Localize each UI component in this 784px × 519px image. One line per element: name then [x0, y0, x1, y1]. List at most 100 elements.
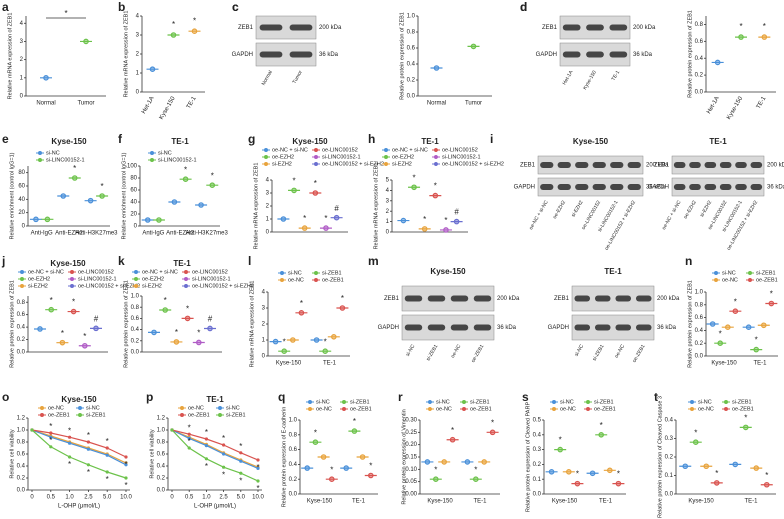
y-axis-label: Relative protein expression of ZEB1 [687, 10, 693, 98]
annotation: * [49, 422, 52, 431]
blot-band [427, 324, 446, 331]
blot-band [289, 24, 313, 31]
legend-symbol [182, 277, 190, 281]
annotation: * [188, 423, 191, 432]
y-axis-label: Relative enrichment (control IgG=1) [121, 152, 127, 239]
y-tick-label: 0.8 [17, 300, 26, 306]
band-size: 200 kDa [319, 25, 342, 31]
blot-band [450, 295, 469, 302]
y-tick-label: 60 [18, 184, 25, 190]
dot-mark [330, 214, 343, 221]
dot-mark [159, 307, 172, 313]
blot-band [427, 295, 446, 302]
annotation: * [239, 476, 242, 485]
legend-label: si-LINC00152-1 [46, 157, 85, 163]
line-point [68, 435, 72, 439]
annotation: * [719, 329, 722, 338]
dot-mark [45, 306, 58, 313]
annotation: * [694, 428, 697, 437]
y-tick-label: 80 [18, 170, 25, 176]
legend-label: si-ZEB1 [756, 270, 776, 276]
legend-label: oe-EZH2 [392, 154, 414, 160]
y-tick-label: 0.0 [665, 492, 674, 498]
y-tick-label: 0.2 [407, 78, 416, 84]
legend-label: si-EZH2 [142, 283, 162, 289]
annotation: * [292, 177, 295, 186]
dot-mark [40, 75, 52, 81]
y-tick-label: 0.2 [695, 341, 704, 347]
blot-title: Kyse-150 [573, 137, 609, 146]
y-tick-label: 0.15 [405, 455, 417, 461]
annotation: # [94, 314, 99, 323]
y-tick-label: 0.00 [405, 492, 417, 498]
annotation: * [300, 299, 303, 308]
annotation: * [87, 468, 90, 477]
dot-mark [168, 199, 181, 205]
dot-mark [408, 184, 421, 191]
annotation: * [412, 173, 415, 182]
legend-symbol [132, 270, 140, 274]
legend-label: oe-NC + si-NC [272, 147, 308, 153]
dot-mark [469, 476, 482, 482]
legend-label: oe-LINC00152 + si-EZH2 [442, 161, 504, 167]
legend-symbol [178, 406, 186, 410]
annotation: # [334, 204, 339, 213]
legend-label: si-NC [288, 270, 302, 276]
legend-symbol [68, 277, 76, 281]
blot-band [586, 24, 604, 31]
dot-mark [430, 65, 443, 71]
line-point [68, 455, 72, 459]
panel-label: a [2, 0, 9, 14]
legend-symbol [688, 407, 696, 411]
dot-mark [571, 480, 584, 487]
y-tick-label: 0 [262, 354, 266, 360]
dot-mark [310, 337, 323, 343]
dot-mark [603, 467, 616, 474]
x-tick-label: Tumor [77, 101, 94, 107]
legend-symbol [132, 277, 140, 281]
y-tick-label: 0 [386, 230, 390, 236]
blot-band [574, 324, 591, 331]
annotation: * [451, 426, 454, 435]
panel-label: s [522, 390, 529, 404]
legend-symbol [340, 407, 348, 411]
blot-band [575, 184, 589, 190]
y-tick-label: 1 [136, 71, 140, 77]
annotation: * [239, 442, 242, 451]
dot-mark [418, 226, 431, 232]
y-tick-label: 0.8 [289, 432, 298, 438]
band-size: 200 kDa [497, 296, 520, 302]
dot-mark [188, 28, 201, 34]
legend-label: oe-NC + si-NC [142, 269, 178, 275]
dot-mark [41, 216, 54, 223]
y-axis-label: Relative protein expression of ZEB1 [9, 280, 15, 368]
band-size: 36 kDa [646, 185, 666, 191]
legend-symbol [550, 407, 558, 411]
annotation: * [87, 431, 90, 440]
y-tick-label: 0.2 [131, 338, 140, 344]
legend-label: oe-EZH2 [142, 276, 164, 282]
dot-mark [467, 43, 480, 50]
y-tick-label: 1.2 [157, 416, 166, 422]
legend-label: oe-LINC00152 + si-EZH2 [192, 283, 254, 289]
legend-label: si-NC [722, 270, 736, 276]
dot-mark [327, 334, 340, 340]
annotation: * [314, 179, 317, 188]
dot-mark [57, 193, 70, 199]
dot-mark [421, 459, 434, 465]
line-point [105, 470, 109, 474]
dot-mark [78, 342, 91, 349]
x-tick-label: Anti-EZH2 [55, 231, 83, 237]
y-tick-label: 0 [20, 94, 24, 100]
chart-title: Kyse-150 [292, 137, 328, 146]
y-axis-label: Relative mRNA expression of ZEB1 [253, 163, 259, 250]
legend-symbol [216, 413, 224, 417]
dot-mark [438, 459, 451, 465]
legend-label: si-ZEB1 [350, 399, 370, 405]
legend-label: si-NC [316, 399, 330, 405]
dot-mark [729, 308, 742, 314]
dot-mark [67, 308, 80, 315]
lane-label: oe-EZH2 [552, 199, 567, 220]
blot-band [673, 162, 686, 168]
annotation: * [576, 470, 579, 479]
